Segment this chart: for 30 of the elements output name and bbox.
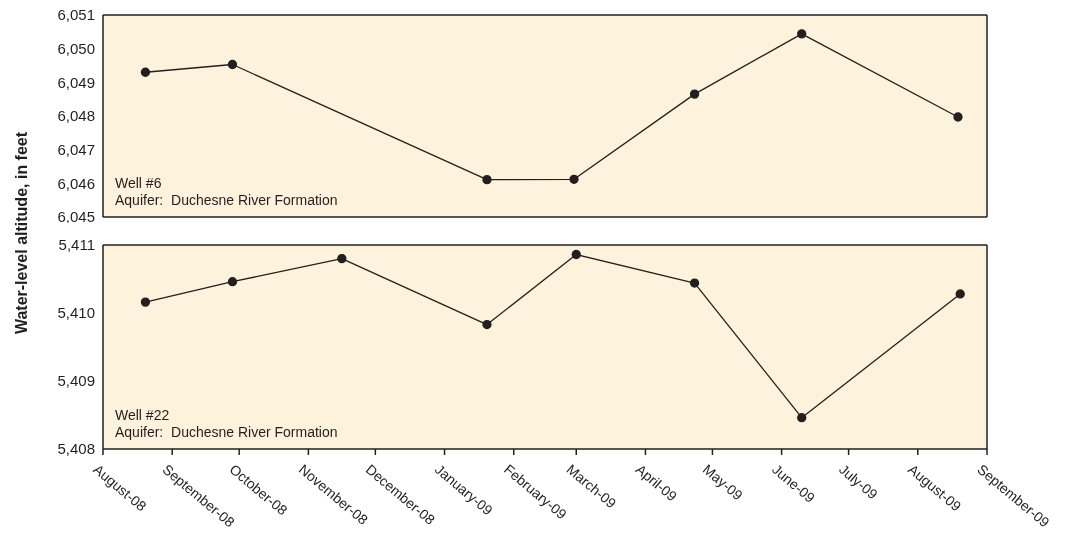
point [227,59,238,70]
point [140,67,151,77]
annotation: Aquifer: Duchesne River Formation [115,424,338,441]
point [797,29,807,39]
point [569,174,579,184]
point [337,253,347,264]
annotation: Well #6 [115,175,163,192]
point [140,297,151,307]
y-tick-label: 5,410 [57,304,95,322]
y-tick-label: 6,048 [57,107,95,125]
point [955,289,965,299]
point [571,249,581,260]
y-tick-label: 5,408 [57,440,95,458]
point [797,413,807,423]
y-tick-label: 6,049 [57,73,95,91]
y-tick-label: 6,047 [57,140,95,158]
point [482,319,492,330]
point [953,112,963,122]
annotation: Well #22 [115,407,171,424]
y-tick-label: 6,050 [57,39,95,57]
point [482,174,492,185]
y-tick-label: 5,411 [58,236,95,254]
point [689,89,700,99]
point [689,278,700,288]
y-tick-label: 5,409 [57,372,95,390]
point [227,277,238,287]
annotation: Aquifer: Duchesne River Formation [115,192,338,209]
y-tick-label: 6,046 [57,174,95,192]
y-tick-label: 6,051 [57,6,95,24]
y-axis-title: Water-level altitude, in feet [13,131,31,335]
